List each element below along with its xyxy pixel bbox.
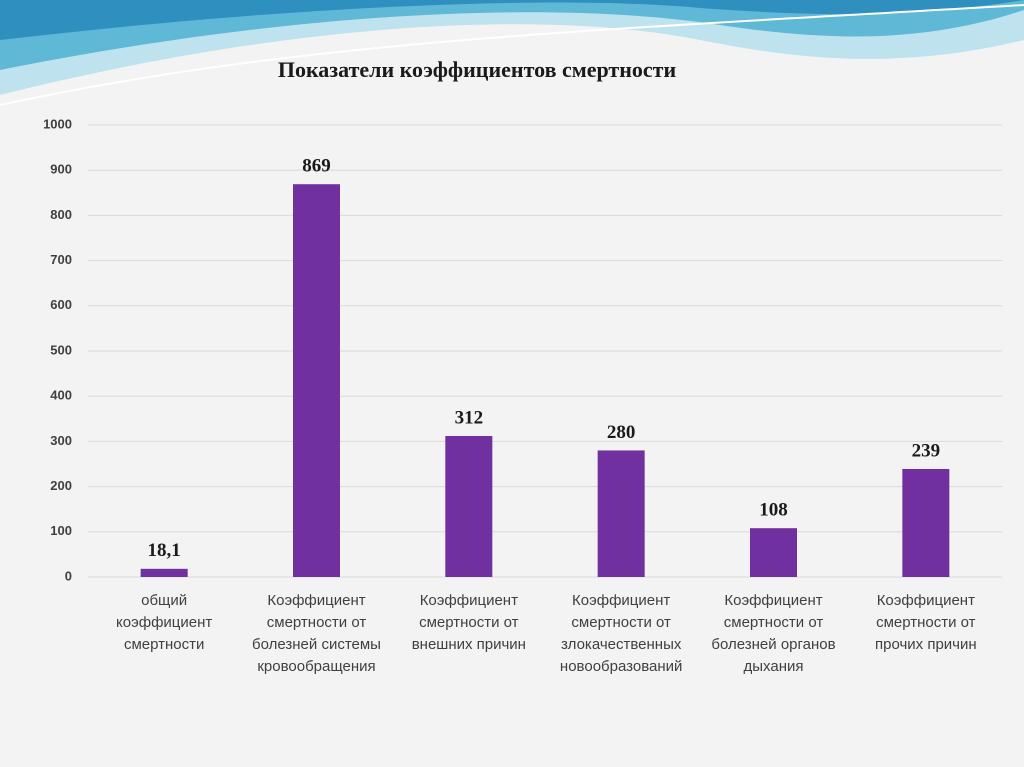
bar — [445, 435, 493, 577]
y-tick-label: 400 — [50, 388, 72, 403]
x-tick-label: Коэффициент смертности от внешних причин — [411, 592, 526, 653]
x-tick-label: Коэффициент смертности от злокачественны… — [559, 592, 683, 675]
y-tick-label: 800 — [50, 207, 72, 222]
data-label: 280 — [607, 422, 636, 443]
wave — [0, 0, 1024, 70]
wave — [0, 0, 1024, 40]
bar — [140, 568, 188, 577]
bar — [293, 184, 340, 577]
y-tick-label: 700 — [50, 252, 72, 267]
x-tick-label: Коэффициент смертности от болезней орган… — [711, 592, 836, 675]
bar — [750, 528, 797, 577]
x-tick-label: общий коэффициент смертности — [116, 592, 213, 653]
x-tick-label: Коэффициент смертности от прочих причин — [874, 592, 977, 653]
y-tick-label: 100 — [50, 523, 72, 538]
bar — [902, 468, 950, 577]
y-tick-label: 1000 — [43, 116, 72, 131]
data-label: 869 — [302, 156, 331, 177]
bar — [597, 450, 645, 577]
y-tick-label: 500 — [50, 342, 72, 357]
y-tick-label: 300 — [50, 433, 72, 448]
data-label: 108 — [759, 500, 788, 521]
y-tick-label: 900 — [50, 162, 72, 177]
data-label: 18,1 — [148, 540, 181, 561]
data-label: 312 — [455, 407, 484, 428]
data-label: 239 — [912, 440, 941, 461]
y-tick-label: 200 — [50, 478, 72, 493]
chart-title: Показатели коэффициентов смертности — [278, 57, 677, 82]
x-tick-label: Коэффициент смертности от болезней систе… — [252, 592, 381, 675]
wave-line — [0, 4, 1024, 106]
y-tick-label: 0 — [65, 568, 72, 583]
y-tick-label: 600 — [50, 297, 72, 312]
